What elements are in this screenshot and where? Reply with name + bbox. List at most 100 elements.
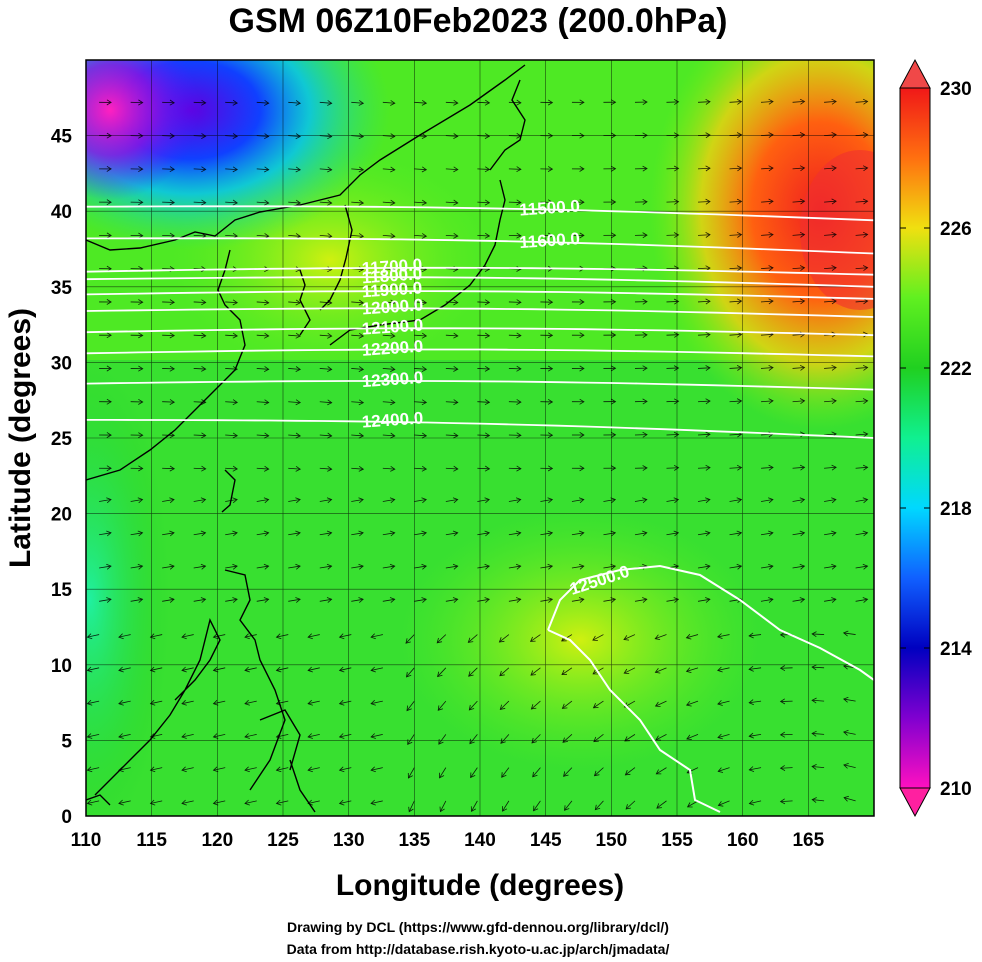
wind-vector-head: [118, 666, 124, 673]
wind-vector: [855, 565, 868, 569]
wind-vector: [319, 201, 332, 204]
wind-vector: [812, 666, 825, 669]
wind-vector: [99, 565, 112, 569]
wind-vector: [307, 800, 320, 804]
wind-vector-head: [201, 399, 207, 406]
wind-vector-head: [390, 299, 396, 306]
wind-vector: [634, 532, 647, 536]
wind-vector-head: [642, 398, 648, 405]
wind-vector-head: [673, 132, 680, 139]
wind-vector: [729, 467, 742, 469]
wind-vector-head: [86, 633, 93, 640]
wind-vector-head: [439, 772, 445, 779]
wind-vector-head: [831, 132, 837, 138]
wind-vector: [193, 467, 206, 470]
wind-vector: [276, 634, 289, 638]
wind-vector-head: [529, 636, 536, 642]
wind-vector: [824, 466, 837, 469]
wind-vector-head: [358, 530, 364, 537]
wind-vector: [812, 766, 825, 769]
wind-vector-head: [138, 432, 144, 439]
wind-vector-head: [547, 497, 554, 504]
wind-vector-head: [515, 530, 522, 537]
wind-vector-head: [358, 233, 365, 239]
wind-vector-head: [137, 497, 144, 504]
wind-vector-head: [498, 637, 505, 643]
wind-vector-head: [484, 597, 490, 603]
wind-vector-head: [843, 795, 850, 802]
wind-vector-head: [673, 198, 680, 205]
wind-vector-head: [516, 365, 522, 372]
wind-vector-head: [516, 299, 522, 306]
wind-vector: [593, 700, 604, 709]
wind-vector-head: [421, 432, 428, 439]
wind-vector: [603, 499, 616, 502]
wind-vector: [256, 201, 269, 204]
wind-vector: [792, 300, 805, 303]
wind-vector-head: [501, 772, 507, 778]
wind-vector-head: [390, 100, 396, 106]
wind-vector: [437, 700, 447, 711]
wind-vector: [256, 499, 269, 502]
wind-vector: [351, 101, 364, 104]
wind-vector-head: [338, 633, 345, 640]
wind-vector-head: [516, 232, 522, 239]
wind-vector-head: [200, 563, 207, 570]
wind-vector: [382, 234, 395, 237]
wind-vector: [118, 733, 131, 738]
wind-vector: [697, 234, 711, 236]
wind-vector-head: [358, 133, 365, 140]
wind-vector-head: [768, 364, 774, 371]
wind-vector: [118, 800, 131, 804]
wind-vector-head: [685, 700, 692, 707]
wind-vector-head: [244, 766, 250, 773]
wind-vector-head: [484, 332, 491, 339]
wind-vector: [812, 633, 825, 635]
wind-vector: [445, 532, 458, 536]
wind-vector-head: [547, 299, 554, 306]
colorbar-upper-arrow: [899, 58, 931, 89]
wind-vector: [213, 800, 226, 804]
wind-vector-head: [799, 563, 806, 570]
wind-vector: [508, 565, 521, 569]
wind-vector-head: [307, 733, 313, 739]
wind-vector: [571, 499, 584, 502]
wind-vector: [729, 300, 742, 303]
wind-vector: [351, 368, 364, 370]
wind-vector: [440, 800, 447, 812]
wind-vector-head: [563, 771, 569, 777]
wind-vector-head: [327, 199, 333, 206]
wind-vector-head: [862, 597, 869, 603]
wind-vector-head: [407, 772, 413, 779]
wind-vector-head: [390, 199, 396, 206]
wind-vector-head: [295, 399, 301, 406]
wind-vector-head: [181, 766, 187, 773]
wind-vector: [687, 800, 699, 808]
wind-vector: [256, 565, 269, 569]
wind-vector-head: [610, 431, 617, 438]
wind-vector-head: [439, 806, 445, 813]
wind-vector-head: [748, 799, 755, 806]
wind-vector-head: [593, 736, 599, 743]
wind-vector-head: [200, 597, 207, 603]
wind-vector: [87, 800, 100, 804]
wind-vector-head: [275, 799, 282, 806]
wind-vector: [477, 565, 490, 569]
wind-vector: [603, 532, 616, 536]
wind-vector: [625, 800, 636, 810]
wind-vector-head: [862, 364, 869, 371]
wind-vector-head: [421, 99, 428, 106]
colorbar-tick-label: 226: [940, 219, 972, 240]
contour-line: [86, 418, 874, 439]
wind-vector: [319, 368, 332, 370]
wind-vector: [319, 499, 332, 502]
wind-vector-head: [358, 332, 365, 339]
wind-vector-head: [862, 563, 869, 570]
wind-vector-head: [484, 133, 491, 139]
wind-vector-head: [149, 633, 156, 640]
wind-vector: [812, 733, 825, 735]
credit-drawing: Drawing by DCL (https://www.gfd-dennou.o…: [287, 919, 669, 935]
colorbar-tick-label: 218: [940, 499, 972, 520]
wind-vector-head: [748, 665, 754, 672]
wind-vector: [761, 466, 774, 469]
